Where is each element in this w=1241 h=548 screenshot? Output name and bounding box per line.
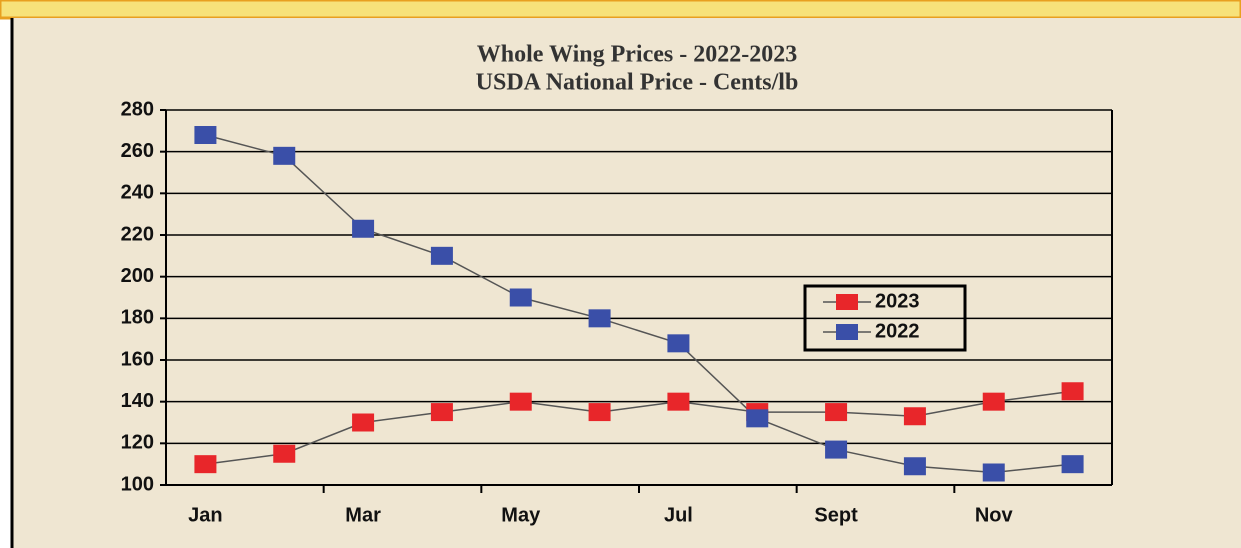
y-tick-label: 220 [121,223,154,245]
legend-marker [836,294,858,310]
marker [430,403,453,422]
y-tick-label: 100 [121,473,154,495]
x-tick-label: Sept [814,504,858,526]
y-tick-label: 280 [121,98,154,120]
marker [825,403,848,422]
marker [825,440,848,459]
y-tick-label: 160 [121,348,154,370]
x-tick-label: Jul [664,504,693,526]
y-tick-label: 180 [121,307,154,329]
chart-title: Whole Wing Prices - 2022-2023 [477,42,797,68]
y-tick-label: 260 [121,140,154,162]
x-tick-label: Mar [345,504,381,526]
marker [1061,455,1084,474]
series-line [205,134,1073,474]
chart-background [12,18,1241,548]
marker [273,146,296,165]
marker [903,407,926,426]
top-bar [0,0,1241,20]
marker [667,392,690,411]
x-tick-label: Nov [975,504,1014,526]
marker [194,455,217,474]
chart-subtitle: USDA National Price - Cents/lb [476,70,799,96]
x-tick-label: May [501,504,541,526]
marker [509,392,532,411]
marker [588,403,611,422]
legend-label: 2023 [875,290,920,312]
marker [588,309,611,328]
legend-label: 2022 [875,320,920,342]
y-tick-label: 200 [121,265,154,287]
series-line [205,390,1073,465]
marker [194,126,217,144]
marker [982,463,1005,482]
marker [273,444,296,463]
legend-box [803,284,967,352]
legend-marker [836,324,858,340]
y-tick-label: 120 [121,432,154,454]
marker [1061,382,1084,401]
x-tick-label: Jan [188,504,222,526]
marker [903,457,926,476]
marker [746,409,769,428]
marker [352,219,375,238]
marker [430,246,453,265]
marker [352,413,375,432]
marker [667,334,690,353]
marker [509,288,532,307]
marker [982,392,1005,411]
y-tick-label: 240 [121,182,154,204]
y-tick-label: 140 [121,390,154,412]
